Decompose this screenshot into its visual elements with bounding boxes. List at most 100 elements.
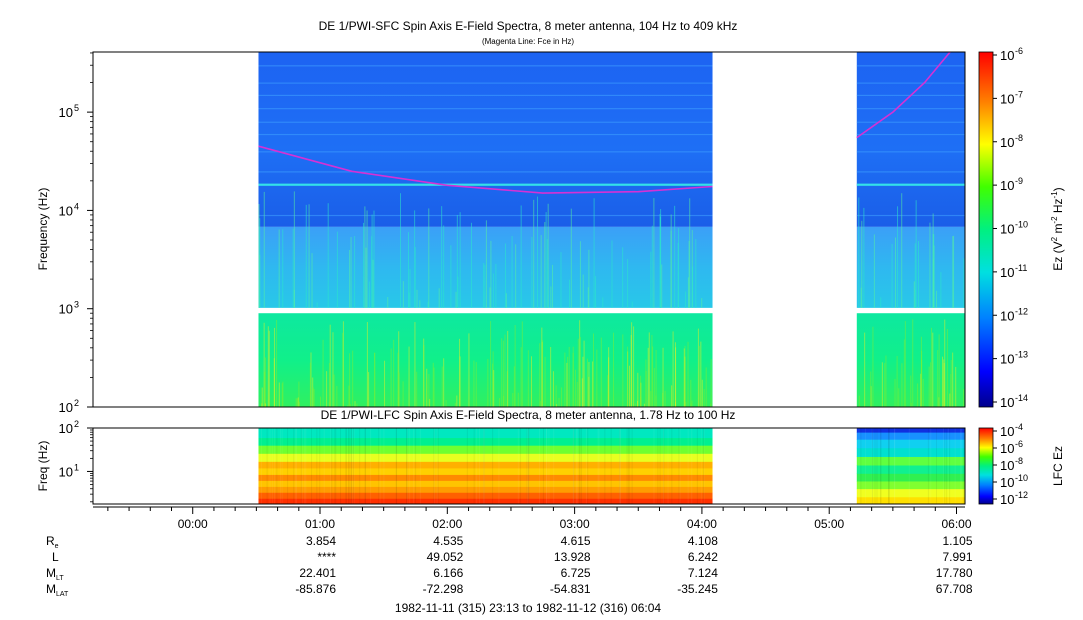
sfc-burst (901, 193, 903, 308)
lfc-streak (960, 428, 962, 504)
sfc-low-burst (501, 338, 503, 407)
sfc-burst (373, 210, 375, 308)
ephemeris-row-label-subscript: LAT (56, 591, 69, 598)
sfc-low-burst (503, 395, 505, 407)
sfc-burst (484, 264, 486, 308)
lfc-streak (415, 428, 417, 504)
time-tick-label: 05:00 (814, 517, 844, 531)
ephemeris-value: 17.780 (936, 566, 973, 580)
lfc-streak (260, 428, 262, 504)
sfc-burst (858, 197, 860, 308)
lfc-streak (473, 428, 475, 504)
sfc-low-burst (653, 367, 655, 407)
time-tick-label: 00:00 (178, 517, 208, 531)
sfc-high-band-1 (258, 52, 713, 227)
sfc-low-burst (429, 398, 431, 407)
sfc-colorbar-label-part: m (1051, 224, 1065, 237)
lfc-streak (580, 428, 582, 504)
sfc-burst (292, 228, 294, 308)
sfc-panel-title: DE 1/PWI-SFC Spin Axis E-Field Spectra, … (319, 19, 738, 33)
sfc-stripe (258, 171, 713, 173)
sfc-stripe (258, 133, 713, 136)
sfc-low-burst (282, 381, 284, 407)
sfc-burst (308, 204, 310, 308)
lfc-streak (520, 428, 522, 504)
sfc-burst (282, 229, 284, 308)
sfc-low-burst (428, 373, 430, 407)
sfc-high-band-2 (856, 52, 965, 227)
sfc-burst (364, 206, 366, 308)
sfc-burst (365, 247, 367, 308)
sfc-low-burst (600, 337, 602, 407)
sfc-burst (932, 213, 934, 308)
lfc-streak (871, 428, 873, 504)
ephemeris-value: 6.166 (433, 566, 463, 580)
sfc-stripe (856, 65, 965, 67)
sfc-low-burst (683, 348, 685, 407)
lfc-streak (894, 428, 896, 504)
sfc-colorbar-tick-exponent: -6 (1015, 46, 1023, 56)
sfc-colorbar-label-superscript: -2 (1050, 216, 1059, 224)
sfc-stripe (856, 151, 965, 153)
sfc-low-burst (881, 362, 883, 407)
lfc-streak (627, 428, 629, 504)
sfc-colorbar-label: Ez (V2 m-2 Hz-1) (1050, 187, 1065, 270)
ephemeris-value: -54.831 (550, 582, 591, 596)
ephemeris-row-label-main: L (52, 550, 59, 564)
sfc-low-burst (393, 339, 395, 407)
sfc-burst (880, 297, 882, 308)
ephemeris-row-label-main: M (46, 566, 56, 580)
lfc-band-1 (258, 437, 713, 446)
sfc-burst (582, 274, 584, 308)
sfc-burst (316, 302, 318, 308)
lfc-streak (653, 428, 655, 504)
sfc-burst (490, 240, 492, 308)
lfc-colorbar-tick-label: 10 (1000, 441, 1014, 456)
sfc-low-burst (885, 355, 887, 407)
sfc-low-burst (567, 356, 569, 407)
sfc-burst (263, 191, 265, 308)
sfc-low-burst (312, 387, 314, 407)
sfc-burst (408, 232, 410, 308)
lfc-streak (671, 428, 673, 504)
sfc-burst (953, 235, 955, 308)
lfc-colorbar-tick-exponent: -12 (1015, 490, 1028, 500)
lfc-streak (304, 428, 306, 504)
sfc-burst (536, 196, 538, 308)
sfc-low-burst (901, 363, 903, 407)
sfc-low-burst (333, 374, 335, 407)
lfc-streak (483, 428, 485, 504)
sfc-low-burst (952, 352, 954, 407)
sfc-low-burst (574, 369, 576, 407)
sfc-burst (545, 212, 547, 308)
sfc-low-burst (672, 331, 674, 407)
sfc-low-burst (544, 356, 546, 407)
sfc-low-burst (579, 320, 581, 407)
sfc-burst (366, 210, 368, 308)
sfc-low-burst (473, 360, 475, 407)
sfc-burst (354, 235, 356, 308)
sfc-low-burst (582, 356, 584, 407)
lfc-streak (433, 428, 435, 504)
sfc-burst (540, 235, 542, 308)
lfc-streak (271, 428, 273, 504)
sfc-stripe (258, 65, 713, 67)
sfc-low-burst (313, 389, 315, 407)
sfc-low-burst (684, 345, 686, 407)
sfc-low-burst (342, 321, 344, 407)
sfc-low-burst (922, 378, 924, 407)
sfc-burst (650, 251, 652, 308)
lfc-streak (858, 428, 860, 504)
lfc-streak (364, 428, 366, 504)
sfc-stripe (856, 108, 965, 110)
sfc-low-burst (347, 404, 349, 407)
sfc-colorbar-tick-label: 10 (1000, 91, 1014, 106)
sfc-low-burst (581, 378, 583, 407)
sfc-low-burst (628, 365, 630, 407)
sfc-low-burst (636, 400, 638, 407)
sfc-low-burst (263, 322, 265, 407)
sfc-low-burst (468, 333, 470, 407)
sfc-low-burst (493, 370, 495, 407)
sfc-low-burst (520, 347, 522, 407)
